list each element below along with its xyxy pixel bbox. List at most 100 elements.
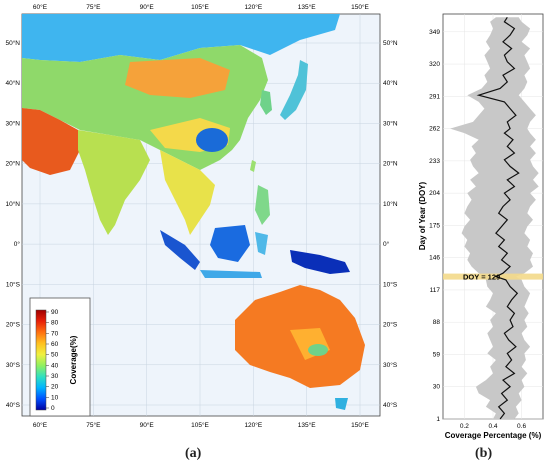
- land-japan: [280, 60, 308, 120]
- panel-label-a: (a): [185, 446, 202, 461]
- lat-label-left: 20°S: [6, 321, 21, 329]
- lon-label-bottom: 75°E: [86, 421, 101, 429]
- y-tick-label: 117: [430, 287, 441, 294]
- land-java: [200, 270, 262, 278]
- lon-label-top: 120°E: [244, 3, 262, 11]
- colorbar-tick-label: 90: [51, 309, 59, 316]
- y-tick-label: 233: [429, 158, 440, 165]
- panel-label-b: (b): [475, 446, 493, 461]
- land-philippines: [255, 185, 270, 225]
- y-tick-labels: 1 30 59 88 117 146 175 204 233 262 291 320 349: [429, 29, 440, 423]
- x-tick-label: 0.4: [488, 423, 497, 430]
- lat-label-left: 0°: [14, 240, 21, 248]
- lon-label-top: 135°E: [298, 3, 316, 11]
- legend-title: Coverage(%): [69, 335, 78, 384]
- mean-coverage-line: [476, 16, 520, 420]
- lat-label-left: 10°N: [5, 200, 20, 208]
- doy-annotation: DOY = 129: [463, 273, 500, 282]
- y-tick-label: 175: [429, 222, 440, 229]
- lon-label-top: 75°E: [86, 3, 101, 11]
- colorbar-tick-label: 80: [51, 320, 59, 327]
- land-mongolia: [125, 58, 230, 98]
- doy-chart-panel: DOY = 129 1 30 59 88 117 146 175 204 233 262 291 32…: [415, 0, 550, 440]
- x-tick-label: 0.2: [460, 423, 469, 430]
- land-se-asia: [160, 150, 215, 235]
- lat-label-left: 10°S: [6, 280, 21, 288]
- lat-label-left: 50°N: [5, 39, 20, 47]
- land-west-asia: [22, 108, 80, 175]
- lon-label-top: 60°E: [33, 3, 48, 11]
- land-masses: [22, 14, 365, 410]
- colorbar-tick-label: 0: [51, 405, 55, 412]
- lon-label-bottom: 60°E: [33, 421, 48, 429]
- y-axis-label: Day of Year (DOY): [418, 182, 427, 251]
- lat-label-right: 10°N: [383, 200, 398, 208]
- lon-label-bottom: 105°E: [191, 421, 209, 429]
- colorbar-tick-label: 20: [51, 384, 59, 391]
- y-tick-label: 349: [429, 29, 440, 36]
- y-tick-label: 320: [429, 61, 440, 68]
- land-sichuan: [196, 128, 228, 152]
- y-tick-label: 291: [429, 93, 440, 100]
- colorbar-tick-label: 10: [51, 394, 59, 401]
- longitude-labels-top: 60°E 75°E 90°E 105°E 120°E 135°E 150°E: [33, 3, 370, 11]
- lon-label-top: 105°E: [191, 3, 209, 11]
- colorbar-tick-label: 30: [51, 373, 59, 380]
- y-tick-label: 204: [429, 190, 440, 197]
- land-korea: [260, 90, 272, 115]
- lat-label-right: 30°S: [383, 361, 398, 369]
- lat-label-right: 30°N: [383, 119, 398, 127]
- lon-label-top: 90°E: [140, 3, 155, 11]
- latitude-labels-right: 50°N 40°N 30°N 20°N 10°N 0° 10°S 20°S 30°S 40°S: [383, 39, 398, 409]
- lat-label-left: 20°N: [5, 160, 20, 168]
- land-sumatra: [160, 230, 200, 270]
- doy-highlight-band: [443, 273, 543, 280]
- lat-label-right: 10°S: [383, 280, 398, 288]
- y-tick-label: 30: [433, 384, 441, 391]
- land-tasmania: [335, 398, 348, 410]
- lon-label-bottom: 135°E: [298, 421, 316, 429]
- land-lake-eyre: [308, 344, 328, 356]
- latitude-labels-left: 50°N 40°N 30°N 20°N 10°N 0° 10°S 20°S 30°S 40°S: [5, 39, 20, 409]
- lat-label-right: 40°N: [383, 79, 398, 87]
- lat-label-left: 30°S: [6, 361, 21, 369]
- y-tick-label: 88: [433, 319, 441, 326]
- doy-coverage-chart: DOY = 129 1 30 59 88 117 146 175 204 233 262 291 32…: [418, 13, 544, 440]
- x-tick-labels: 0.2 0.4 0.6: [460, 423, 527, 430]
- land-sulawesi: [255, 232, 268, 255]
- lon-label-bottom: 90°E: [140, 421, 155, 429]
- lat-label-left: 30°N: [5, 119, 20, 127]
- land-north-asia: [22, 14, 340, 62]
- colorbar-tick-label: 50: [51, 352, 59, 359]
- lon-label-top: 150°E: [351, 3, 369, 11]
- land-taiwan: [250, 160, 256, 172]
- land-new-guinea: [290, 250, 350, 274]
- coverage-map: 60°E 75°E 90°E 105°E 120°E 135°E 150°E 60°E 75°…: [5, 3, 398, 429]
- x-axis-label: Coverage Percentage (%): [445, 431, 542, 440]
- lat-label-left: 40°N: [5, 79, 20, 87]
- y-tick-label: 1: [436, 416, 440, 423]
- lat-label-right: 50°N: [383, 39, 398, 47]
- lon-label-bottom: 150°E: [351, 421, 369, 429]
- coverage-range-band: [450, 17, 539, 420]
- coverage-map-panel: 60°E 75°E 90°E 105°E 120°E 135°E 150°E 60°E 75°…: [5, 3, 398, 429]
- y-tick-label: 262: [429, 126, 440, 133]
- land-india: [78, 130, 150, 235]
- colorbar-tick-label: 40: [51, 362, 59, 369]
- lat-label-right: 0°: [383, 240, 390, 248]
- land-borneo: [210, 225, 250, 262]
- lat-label-right: 40°S: [383, 401, 398, 409]
- colorbar: [35, 309, 47, 411]
- x-tick-label: 0.6: [517, 423, 526, 430]
- lat-label-right: 20°S: [383, 321, 398, 329]
- colorbar-tick-label: 70: [51, 330, 59, 337]
- coverage-legend: 90 80 70 60 50 40 30 20 10 0 Coverage(%): [29, 297, 91, 417]
- lat-label-right: 20°N: [383, 160, 398, 168]
- colorbar-tick-label: 60: [51, 341, 59, 348]
- y-tick-label: 146: [429, 255, 440, 262]
- colorbar-ticks: 90 80 70 60 50 40 30 20 10 0: [46, 309, 59, 412]
- longitude-labels-bottom: 60°E 75°E 90°E 105°E 120°E 135°E 150°E: [33, 421, 370, 429]
- lat-label-left: 40°S: [6, 401, 21, 409]
- y-tick-label: 59: [433, 351, 441, 358]
- lon-label-bottom: 120°E: [244, 421, 262, 429]
